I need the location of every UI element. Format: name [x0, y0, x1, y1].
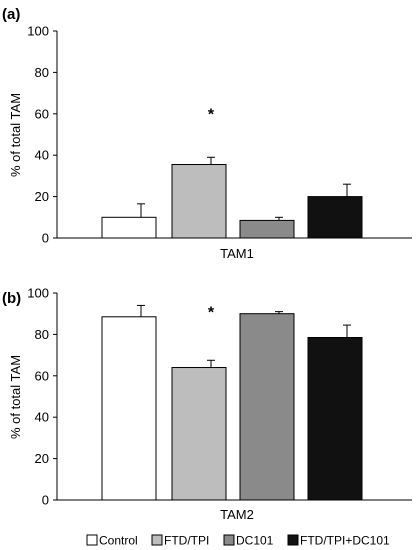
panel-b-y-tick-label: 40	[35, 410, 49, 425]
panel-b-y-tick-label: 100	[27, 286, 49, 301]
panel-a-bar-1	[101, 216, 157, 239]
panel-a-bar-3	[239, 219, 295, 239]
legend-swatch-3	[223, 534, 235, 546]
panel-a-y-tick-label: 40	[35, 148, 49, 163]
panel-a-significance-marker: *	[208, 107, 215, 124]
legend-swatch-1	[86, 534, 98, 546]
legend-label-3: DC101	[236, 534, 274, 548]
legend-swatch-4	[287, 534, 299, 546]
panel-b-bar-3	[239, 313, 295, 501]
panel-b-y-tick-label: 80	[35, 327, 49, 342]
panel-b-y-tick-label: 0	[42, 493, 49, 508]
panel-b-label: (b)	[2, 290, 21, 307]
panel-a-label: (a)	[2, 6, 20, 23]
legend-swatch-2	[151, 534, 163, 546]
panel-a-bar-2	[171, 164, 227, 239]
panel-b-y-axis-label: % of total TAM	[8, 355, 23, 439]
panel-a-y-tick-label: 60	[35, 106, 49, 121]
panel-a-bar-4	[307, 196, 363, 239]
legend: Control FTD/TPI DC101 FTD/TPI+DC101	[86, 534, 390, 548]
legend-label-1: Control	[99, 534, 138, 548]
panel-a-x-axis-label: TAM1	[220, 246, 254, 261]
panel-a-y-tick-label: 80	[35, 65, 49, 80]
panel-a-y-tick-label: 0	[42, 231, 49, 246]
legend-label-2: FTD/TPI	[164, 534, 209, 548]
panel-b-bar-1	[101, 316, 157, 501]
panel-b-y-tick-label: 60	[35, 368, 49, 383]
panel-a-chart: (a) % of total TAM TAM1 0 20 40 60 80 100 *	[2, 6, 412, 261]
panel-a-y-tick-label: 100	[27, 24, 49, 39]
panel-b-bar-2	[171, 367, 227, 501]
panel-b-significance-marker: *	[208, 305, 215, 322]
panel-a-y-axis-label: % of total TAM	[8, 93, 23, 177]
panel-a-y-tick-label: 20	[35, 189, 49, 204]
panel-b-y-tick-label: 20	[35, 451, 49, 466]
legend-label-4: FTD/TPI+DC101	[300, 534, 390, 548]
panel-b-x-axis-label: TAM2	[220, 507, 254, 522]
panel-b-chart: (b) % of total TAM TAM2 0 20 40 60 80 100 *	[2, 286, 412, 522]
panel-b-bar-4	[307, 337, 363, 501]
